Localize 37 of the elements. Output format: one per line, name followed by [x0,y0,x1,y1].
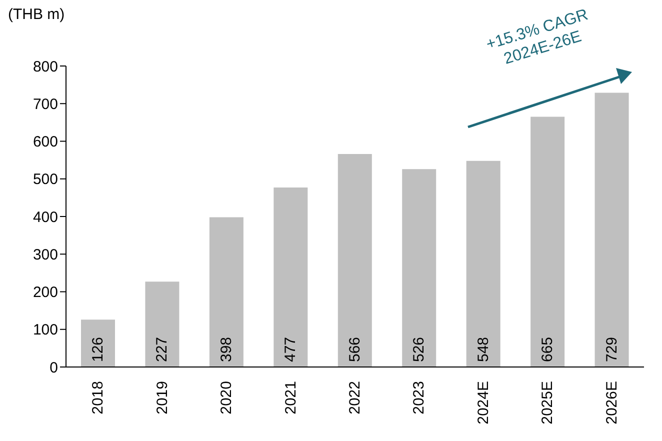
x-tick-label: 2021 [282,381,300,414]
data-label: 398 [218,336,235,362]
x-tick-label: 2023 [410,381,428,414]
bar [466,160,500,367]
y-tick-label: 0 [50,359,58,376]
data-label: 526 [410,336,428,362]
data-label: 477 [282,336,300,362]
bar [338,154,372,367]
y-tick-label: 600 [32,134,58,151]
y-tick-label: 800 [32,58,58,76]
x-tick-label: 2024E [474,381,492,424]
x-tick-label: 2019 [154,381,171,414]
y-tick-label: 700 [32,96,58,113]
x-tick-label: 2026E [603,381,620,424]
bar [530,116,565,367]
x-tick-label: 2025E [539,381,556,424]
bar [145,282,180,367]
bar [402,169,436,367]
y-tick-label: 500 [32,171,58,188]
data-label: 126 [90,336,106,362]
data-label: 227 [154,336,171,362]
x-tick-label: 2020 [218,381,236,414]
bar [594,92,629,367]
y-tick-label: 200 [32,284,58,302]
y-axis-title: (THB m) [8,6,65,23]
bar [209,217,244,367]
data-label: 729 [603,336,620,362]
data-label: 665 [539,336,556,362]
data-label: 548 [474,336,492,362]
y-tick-label: 400 [32,208,58,226]
data-label: 566 [346,336,364,362]
bar [81,320,115,367]
x-tick-label: 2018 [90,381,107,414]
x-tick-label: 2022 [346,381,364,414]
y-tick-label: 100 [32,322,58,339]
bar [274,188,308,367]
y-tick-label: 300 [32,246,58,264]
